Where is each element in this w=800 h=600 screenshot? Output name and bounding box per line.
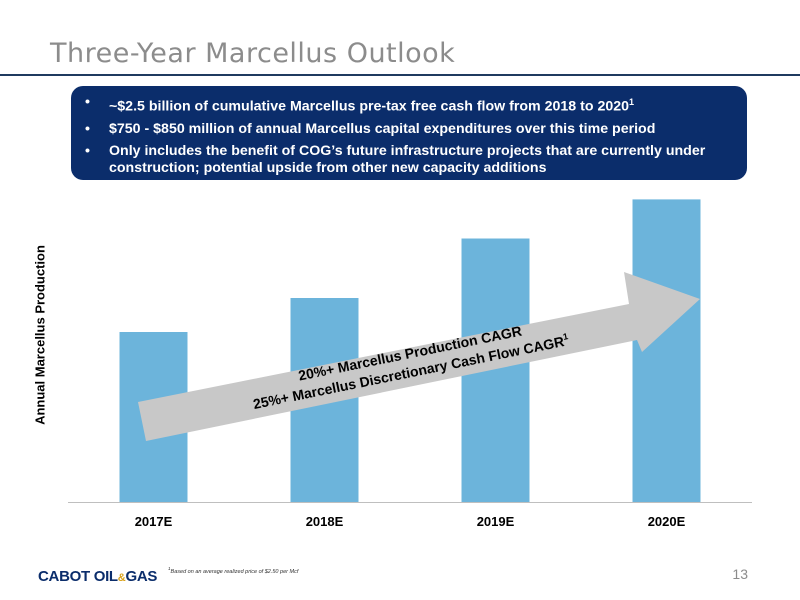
company-logo: CABOT OIL&GAS	[38, 568, 157, 585]
bar-group	[119, 199, 701, 502]
x-tick-label: 2020E	[648, 514, 686, 529]
callout-bullet: • Only includes the benefit of COG’s fut…	[85, 143, 733, 177]
bullet-glyph: •	[85, 94, 90, 110]
footnote-text: Based on an average realized price of $2…	[170, 568, 299, 575]
callout-bullet: • $750 - $850 million of annual Marcellu…	[85, 121, 733, 138]
cagr-annotation: 20%+ Marcellus Production CAGR 25%+ Marc…	[138, 272, 700, 441]
summary-callout: • ~$2.5 billion of cumulative Marcellus …	[71, 86, 747, 180]
x-tick-group: 2017E 2018E 2019E 2020E	[135, 514, 686, 529]
callout-bullet-text: ~$2.5 billion of cumulative Marcellus pr…	[109, 98, 630, 115]
x-tick-label: 2017E	[135, 514, 173, 529]
bar-2020e	[632, 199, 701, 502]
annotation-sup: 1	[562, 331, 569, 342]
page-title: Three-Year Marcellus Outlook	[50, 38, 456, 69]
growth-arrow-icon	[138, 272, 700, 441]
bullet-glyph: •	[85, 142, 90, 159]
logo-text-2: GAS	[125, 568, 158, 585]
bullet-glyph: •	[85, 120, 90, 137]
logo-amp: &	[117, 572, 126, 584]
x-tick-label: 2019E	[477, 514, 515, 529]
logo-text-1: CABOT OIL	[38, 568, 118, 585]
callout-bullet: • ~$2.5 billion of cumulative Marcellus …	[85, 94, 733, 116]
page-number: 13	[732, 566, 748, 582]
callout-bullet-sup: 1	[629, 97, 635, 107]
footnote: 1Based on an average realized price of $…	[168, 566, 298, 575]
title-divider	[0, 74, 800, 76]
callout-bullet-text: $750 - $850 million of annual Marcellus …	[109, 120, 656, 137]
callout-bullet-text: Only includes the benefit of COG’s futur…	[109, 142, 706, 176]
x-tick-label: 2018E	[306, 514, 344, 529]
footnote-marker: 1	[168, 566, 171, 571]
